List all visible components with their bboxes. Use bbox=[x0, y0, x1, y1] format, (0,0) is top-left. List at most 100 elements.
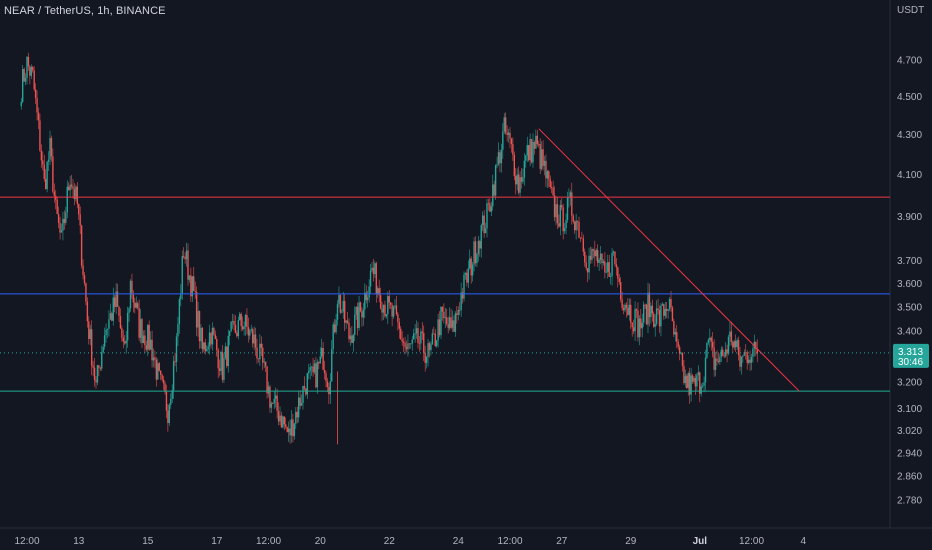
candle-body bbox=[604, 261, 606, 273]
candle-body bbox=[631, 322, 633, 328]
price-tick-label: 3.900 bbox=[897, 212, 922, 223]
candle-body bbox=[441, 306, 444, 312]
candle-body bbox=[124, 341, 126, 344]
candle-body bbox=[157, 363, 159, 380]
candle-body bbox=[204, 342, 206, 352]
candle-body bbox=[670, 299, 672, 308]
candle-body bbox=[480, 225, 482, 249]
time-tick-label: 17 bbox=[211, 536, 223, 547]
candles-group bbox=[20, 52, 758, 445]
candle-body bbox=[668, 299, 671, 310]
candle-body bbox=[341, 311, 343, 313]
candle-body bbox=[578, 221, 580, 238]
candle-body bbox=[65, 212, 67, 223]
candle-body bbox=[653, 313, 655, 327]
candle-body bbox=[535, 135, 537, 149]
candle-body bbox=[696, 375, 698, 387]
candle-body bbox=[407, 343, 409, 350]
candle-body bbox=[250, 329, 252, 331]
candle-body bbox=[627, 307, 629, 315]
candle-body bbox=[230, 321, 232, 331]
candle-body bbox=[654, 324, 656, 327]
price-tick-label: 4.100 bbox=[897, 170, 922, 181]
candle-body bbox=[75, 186, 77, 200]
candle-body bbox=[548, 171, 550, 180]
candle-body bbox=[539, 144, 541, 169]
candle-body bbox=[454, 313, 457, 332]
candle-body bbox=[392, 306, 395, 317]
candle-body bbox=[73, 188, 76, 200]
candle-body bbox=[553, 195, 556, 218]
candle-body bbox=[605, 271, 608, 273]
time-tick-label: 24 bbox=[453, 536, 465, 547]
candle-body bbox=[121, 328, 123, 338]
candle-body bbox=[115, 291, 117, 307]
candle-body bbox=[743, 352, 746, 356]
candle-body bbox=[66, 186, 68, 213]
candle-body bbox=[326, 381, 329, 388]
candle-body bbox=[750, 356, 753, 363]
candle-body bbox=[93, 367, 96, 381]
candle-body bbox=[742, 355, 744, 357]
candle-body bbox=[302, 386, 304, 403]
candle-body bbox=[739, 355, 741, 367]
candle-body bbox=[657, 308, 659, 311]
candle-body bbox=[323, 369, 326, 374]
candle-body bbox=[164, 383, 166, 392]
price-tick-label: 3.600 bbox=[897, 279, 922, 290]
candle-body bbox=[461, 292, 464, 299]
candle-body bbox=[86, 301, 89, 322]
candle-body bbox=[336, 303, 339, 320]
candle-body bbox=[345, 320, 347, 323]
candle-body bbox=[159, 370, 162, 375]
candle-body bbox=[617, 267, 619, 279]
candle-body bbox=[161, 374, 163, 380]
candle-body bbox=[185, 250, 188, 260]
time-tick-label: 12:00 bbox=[497, 536, 522, 547]
candle-body bbox=[342, 300, 344, 312]
candle-body bbox=[424, 352, 426, 363]
candle-body bbox=[313, 363, 316, 373]
candle-body bbox=[290, 419, 293, 436]
price-tick-label: 3.100 bbox=[897, 404, 922, 415]
candle-body bbox=[286, 426, 288, 433]
candle-body bbox=[320, 347, 323, 357]
candle-body bbox=[361, 311, 363, 318]
candle-body bbox=[83, 275, 86, 284]
candle-body bbox=[125, 340, 127, 344]
price-tick-label: 4.500 bbox=[897, 92, 922, 103]
candle-body bbox=[601, 253, 603, 264]
candle-body bbox=[481, 215, 484, 226]
candle-body bbox=[490, 206, 493, 212]
candle-body bbox=[364, 292, 366, 310]
candle-body bbox=[450, 317, 452, 328]
candle-body bbox=[686, 375, 688, 388]
candle-body bbox=[98, 365, 100, 368]
candle-body bbox=[217, 349, 219, 369]
candle-body bbox=[174, 361, 176, 363]
candle-body bbox=[582, 238, 585, 252]
candle-body bbox=[530, 139, 533, 163]
candle-body bbox=[26, 56, 28, 78]
price-tick-label: 3.700 bbox=[897, 256, 922, 267]
candle-body bbox=[589, 255, 592, 260]
candle-body bbox=[412, 333, 415, 340]
candle-body bbox=[53, 191, 56, 196]
candle-body bbox=[358, 302, 360, 328]
candle-body bbox=[391, 304, 393, 317]
candle-body bbox=[651, 305, 654, 314]
candle-body bbox=[559, 205, 562, 227]
candle-body bbox=[214, 334, 217, 339]
candle-body bbox=[591, 249, 593, 260]
candle-body bbox=[493, 184, 495, 196]
candle-body bbox=[598, 260, 600, 263]
candle-body bbox=[172, 361, 175, 391]
candle-body bbox=[398, 322, 401, 329]
candle-body bbox=[296, 411, 298, 418]
candle-body bbox=[463, 274, 465, 299]
candle-body bbox=[46, 161, 48, 190]
candle-body bbox=[561, 205, 563, 208]
candle-body bbox=[411, 339, 413, 344]
